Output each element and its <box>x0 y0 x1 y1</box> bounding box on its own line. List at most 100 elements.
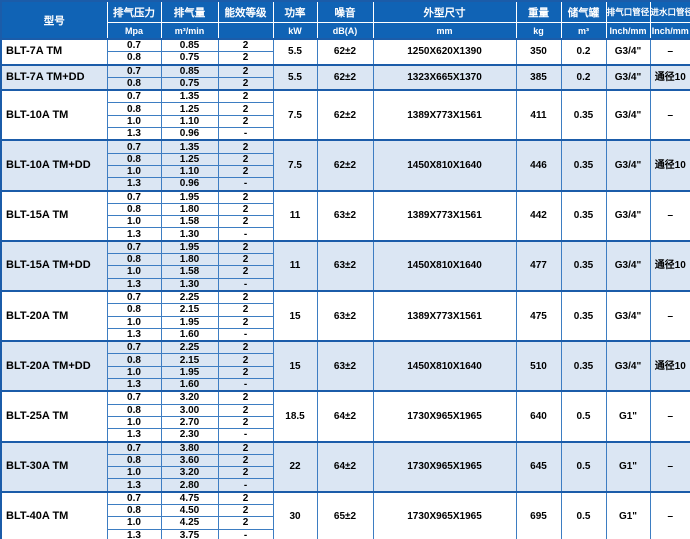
pressure-cell: 1.3 <box>106 227 162 242</box>
spec-row: 1.3 1.30- <box>1 227 690 242</box>
spec-row: BLT-7A TM+DD 0.7 0.85 2 5.5 62±2 1323X665X1370… <box>0 63 690 91</box>
inlet-diameter-cell: 通径10 <box>649 139 690 192</box>
dimensions-cell: 1389X773X1561 <box>372 89 517 141</box>
volume-cell: 2.25 <box>160 340 219 355</box>
power-cell: 30 <box>272 490 318 539</box>
pressure-cell: 1.0 <box>106 215 162 229</box>
spec-row: 0.8 3.60 2 <box>1 453 690 468</box>
column-unit: Mpa <box>106 22 162 40</box>
weight-cell: 446 <box>515 139 562 192</box>
dimensions-cell: 1389X773X1561 <box>372 289 517 342</box>
noise-cell: 62±2 <box>316 89 374 141</box>
column-header: 排气量 <box>160 0 219 23</box>
dimensions-cell: 1730X965X1965 <box>372 490 517 539</box>
model-cell: BLT-20A TM+DD <box>0 340 108 392</box>
pressure-cell: 0.7 <box>106 139 162 154</box>
tank-cell: 0.35 <box>560 289 607 342</box>
volume-cell: 1.80 <box>160 253 219 267</box>
weight-cell: 640 <box>515 390 562 443</box>
volume-cell: 0.96 <box>160 177 219 192</box>
spec-row: 0.8 4.50 2 <box>1 503 690 518</box>
tank-cell: 0.5 <box>560 440 607 493</box>
efficiency-grade-cell: 2 <box>217 415 274 430</box>
model-cell: BLT-15A TM <box>0 189 108 242</box>
efficiency-grade-cell: 2 <box>217 340 274 355</box>
weight-cell: 510 <box>515 340 562 392</box>
spec-row: BLT-25A TM 0.7 3.20 2 18.5 64±2 1730X965X1965 6… <box>0 390 690 443</box>
efficiency-grade-cell: 2 <box>217 466 274 480</box>
table-body: BLT-7A TM 0.7 0.85 2 5.5 62±2 1250X620X1390 350… <box>0 38 690 539</box>
spec-row: 0.8 1.25 2 <box>1 102 690 116</box>
noise-cell: 65±2 <box>316 490 374 539</box>
column-header: 能效等级 <box>217 0 274 23</box>
column-header: 噪音 <box>316 0 374 23</box>
power-cell: 11 <box>272 189 318 242</box>
model-cell: BLT-40A TM <box>0 490 108 539</box>
volume-cell: 3.80 <box>160 440 219 455</box>
dimensions-cell: 1250X620X1390 <box>372 38 517 66</box>
efficiency-grade-cell: 2 <box>217 303 274 317</box>
efficiency-grade-cell: 2 <box>217 365 274 380</box>
volume-cell: 1.35 <box>160 89 219 104</box>
volume-cell: 1.25 <box>160 102 219 116</box>
power-cell: 22 <box>272 440 318 493</box>
volume-cell: 4.50 <box>160 503 219 518</box>
outlet-diameter-cell: G3/4" <box>605 89 651 141</box>
pressure-cell: 0.7 <box>106 289 162 305</box>
weight-cell: 411 <box>515 89 562 141</box>
column-header: 进水口管径 <box>649 0 690 23</box>
column-header: 重量 <box>515 0 562 23</box>
inlet-diameter-cell: – <box>649 289 690 342</box>
pressure-cell: 0.8 <box>106 353 162 367</box>
power-cell: 15 <box>272 289 318 342</box>
volume-cell: 2.25 <box>160 289 219 305</box>
volume-cell: 1.58 <box>160 215 219 229</box>
efficiency-grade-cell: 2 <box>217 353 274 367</box>
efficiency-grade-cell: 2 <box>217 215 274 229</box>
column-unit: mm <box>372 22 517 40</box>
volume-cell: 1.60 <box>160 327 219 342</box>
volume-cell: 1.30 <box>160 277 219 292</box>
spec-row: BLT-7A TM 0.7 0.85 2 5.5 62±2 1250X620X1390 350… <box>0 38 690 66</box>
dimensions-cell: 1450X810X1640 <box>372 239 517 292</box>
spec-row: 0.8 2.15 2 <box>1 353 690 367</box>
volume-cell: 1.25 <box>160 152 219 166</box>
column-unit: kg <box>515 22 562 40</box>
spec-row: BLT-40A TM 0.7 4.75 2 30 65±2 1730X965X1965 695… <box>0 490 690 539</box>
tank-cell: 0.35 <box>560 340 607 392</box>
spec-row: 1.0 1.58 2 <box>1 265 690 279</box>
spec-row: BLT-15A TM 0.7 1.95 2 11 63±2 1389X773X1561 442… <box>0 189 690 242</box>
noise-cell: 64±2 <box>316 390 374 443</box>
pressure-cell: 0.8 <box>106 303 162 317</box>
tank-cell: 0.35 <box>560 89 607 141</box>
pressure-cell: 0.8 <box>106 453 162 468</box>
pressure-cell: 0.7 <box>106 490 162 505</box>
efficiency-grade-cell: 2 <box>217 63 274 78</box>
pressure-cell: 0.8 <box>106 202 162 217</box>
power-cell: 5.5 <box>272 63 318 91</box>
outlet-diameter-cell: G3/4" <box>605 63 651 91</box>
pressure-cell: 1.0 <box>106 415 162 430</box>
model-cell: BLT-10A TM <box>0 89 108 141</box>
spec-row: 1.0 1.95 2 <box>1 315 690 329</box>
tank-cell: 0.2 <box>560 38 607 66</box>
efficiency-grade-cell: - <box>217 528 274 539</box>
spec-row: 0.8 1.25 2 <box>1 152 690 166</box>
spec-row: BLT-10A TM+DD 0.7 1.35 2 7.5 62±2 1450X810X164… <box>0 139 690 192</box>
efficiency-grade-cell: 2 <box>217 114 274 129</box>
tank-cell: 0.5 <box>560 490 607 539</box>
spec-row: 1.3 0.96- <box>1 177 690 192</box>
outlet-diameter-cell: G1" <box>605 440 651 493</box>
pressure-cell: 1.0 <box>106 265 162 279</box>
outlet-diameter-cell: G3/4" <box>605 139 651 192</box>
noise-cell: 63±2 <box>316 239 374 292</box>
tank-cell: 0.35 <box>560 189 607 242</box>
pressure-cell: 0.8 <box>106 102 162 116</box>
power-cell: 15 <box>272 340 318 392</box>
efficiency-grade-cell: 2 <box>217 38 274 53</box>
efficiency-grade-cell: 2 <box>217 289 274 305</box>
model-cell: BLT-30A TM <box>0 440 108 493</box>
volume-cell: 1.10 <box>160 114 219 129</box>
volume-cell: 2.30 <box>160 428 219 442</box>
